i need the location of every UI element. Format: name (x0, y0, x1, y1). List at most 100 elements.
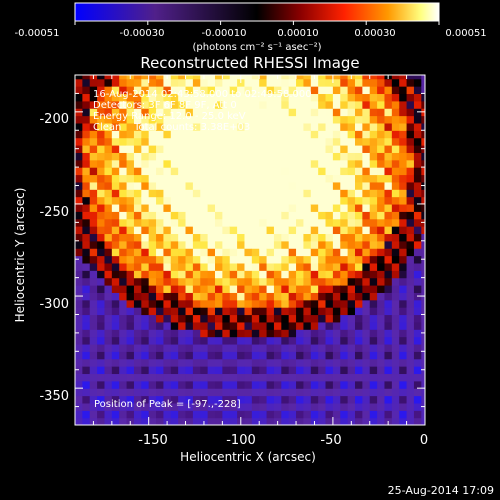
heatmap-cell (237, 100, 246, 109)
heatmap-cell (259, 174, 268, 183)
heatmap-cell (332, 174, 341, 183)
heatmap-cell (318, 240, 327, 249)
heatmap-cell (355, 78, 363, 87)
heatmap-cell (104, 358, 113, 367)
heatmap-cell (119, 181, 128, 190)
heatmap-cell (82, 100, 91, 109)
heatmap-cell (156, 196, 165, 205)
heatmap-cell (178, 314, 187, 323)
heatmap-cell (178, 417, 187, 425)
heatmap-cell (119, 255, 128, 264)
heatmap-cell (215, 285, 223, 293)
heatmap-cell (399, 108, 408, 117)
heatmap-cell (362, 248, 371, 257)
heatmap-cell (421, 358, 425, 367)
heatmap-cell (273, 343, 282, 352)
heatmap-cell (192, 203, 201, 212)
heatmap-cell (251, 351, 260, 360)
heatmap-cell (362, 86, 371, 95)
heatmap-cell (126, 255, 135, 264)
heatmap-cell (266, 262, 275, 271)
heatmap-cell (244, 174, 253, 183)
heatmap-cell (296, 262, 305, 271)
heatmap-cell (192, 402, 201, 411)
heatmap-cell (369, 130, 378, 139)
heatmap-cell (296, 351, 305, 360)
heatmap-cell (237, 86, 246, 95)
heatmap-cell (222, 395, 231, 404)
heatmap-cell (133, 285, 142, 293)
heatmap-cell (229, 93, 238, 102)
heatmap-cell (288, 402, 297, 411)
heatmap-cell (148, 366, 157, 375)
heatmap-cell (200, 380, 209, 389)
heatmap-cell (170, 130, 179, 139)
heatmap-cell (133, 395, 142, 404)
heatmap-cell (148, 130, 157, 139)
heatmap-cell (89, 336, 98, 345)
heatmap-cell (75, 226, 83, 235)
heatmap-cell (384, 248, 393, 257)
heatmap-cell (229, 218, 238, 227)
heatmap-cell (185, 174, 194, 183)
heatmap-cell (303, 152, 312, 161)
heatmap-cell (281, 174, 290, 183)
heatmap-cell (163, 130, 172, 139)
heatmap-cell (391, 395, 400, 404)
heatmap-cell (89, 86, 98, 95)
heatmap-cell (362, 299, 371, 308)
heatmap-cell (75, 410, 83, 419)
heatmap-cell (178, 410, 187, 419)
heatmap-cell (273, 78, 282, 87)
heatmap-cell (355, 255, 363, 264)
heatmap-cell (111, 189, 120, 198)
heatmap-cell (237, 358, 246, 367)
heatmap-cell (332, 240, 341, 249)
heatmap-cell (310, 292, 319, 301)
heatmap-cell (406, 86, 415, 95)
heatmap-cell (296, 277, 305, 286)
heatmap-cell (156, 292, 165, 301)
heatmap-cell (192, 75, 201, 80)
heatmap-cell (369, 336, 378, 345)
heatmap-cell (192, 314, 201, 323)
heatmap-cell (200, 78, 209, 87)
heatmap-cell (82, 388, 91, 397)
heatmap-cell (178, 137, 187, 146)
heatmap-cell (119, 314, 128, 323)
heatmap-cell (288, 122, 297, 131)
heatmap-cell (215, 100, 223, 109)
heatmap-cell (347, 373, 356, 382)
heatmap-cell (384, 211, 393, 220)
heatmap-cell (310, 86, 319, 95)
heatmap-cell (75, 75, 83, 80)
heatmap-cell (229, 108, 238, 117)
heatmap-cell (266, 203, 275, 212)
heatmap-cell (89, 100, 98, 109)
heatmap-cell (185, 292, 194, 301)
heatmap-cell (332, 329, 341, 338)
heatmap-cell (119, 343, 128, 352)
heatmap-cell (273, 145, 282, 153)
heatmap-cell (222, 366, 231, 375)
heatmap-cell (399, 174, 408, 183)
heatmap-cell (170, 314, 179, 323)
heatmap-cell (266, 122, 275, 131)
heatmap-cell (259, 78, 268, 87)
heatmap-cell (288, 321, 297, 330)
heatmap-cell (406, 329, 415, 338)
heatmap-cell (237, 174, 246, 183)
heatmap-cell (303, 86, 312, 95)
heatmap-cell (310, 285, 319, 293)
heatmap-cell (369, 78, 378, 87)
heatmap-cell (377, 167, 386, 176)
heatmap-cell (75, 373, 83, 382)
heatmap-cell (104, 211, 113, 220)
heatmap-cell (355, 380, 363, 389)
heatmap-cell (340, 86, 349, 95)
heatmap-cell (406, 196, 415, 205)
heatmap-cell (355, 270, 363, 279)
heatmap-cell (325, 255, 334, 264)
heatmap-cell (377, 203, 386, 212)
heatmap-cell (126, 402, 135, 411)
